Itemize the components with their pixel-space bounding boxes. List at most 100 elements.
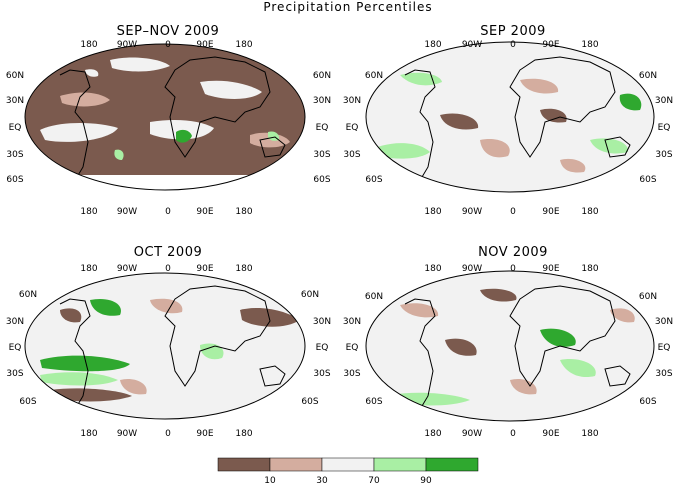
lat-label: 30S	[6, 369, 23, 379]
lon-label: 0	[165, 264, 171, 274]
lon-label: 0	[510, 207, 516, 217]
lat-label: 60S	[639, 397, 656, 407]
lat-label: 30N	[655, 96, 673, 106]
lon-label: 90E	[542, 207, 559, 217]
lat-label: 60S	[6, 175, 23, 185]
lon-label: 180	[235, 40, 252, 50]
lon-label: 90E	[196, 207, 213, 217]
lon-label: 180	[80, 429, 97, 439]
lon-label: 0	[165, 429, 171, 439]
lat-label: 30N	[343, 317, 361, 327]
lon-label: 90E	[196, 40, 213, 50]
colorbar-threshold: 30	[316, 476, 328, 484]
lat-label: 60N	[19, 290, 37, 300]
lon-label: 180	[424, 264, 441, 274]
lon-label: 180	[581, 207, 598, 217]
map-field	[25, 273, 305, 419]
lat-label: 60N	[365, 292, 383, 302]
lat-label: 30N	[6, 317, 24, 327]
lon-label: 0	[165, 207, 171, 217]
lat-label: 60N	[301, 290, 319, 300]
lat-label: EQ	[316, 123, 329, 133]
lon-label: 180	[424, 207, 441, 217]
lon-label: 180	[80, 40, 97, 50]
lon-label: 90W	[117, 40, 137, 50]
lon-label: 90E	[196, 264, 213, 274]
lat-label: 60N	[365, 71, 383, 81]
lat-label: 30S	[343, 369, 360, 379]
lon-label: 180	[581, 429, 598, 439]
lon-label: 180	[235, 264, 252, 274]
lon-label: 90W	[462, 429, 482, 439]
lat-label: 60N	[639, 71, 657, 81]
colorbar-swatch-3	[321, 457, 375, 472]
lat-label: 30S	[6, 150, 23, 160]
lat-label: 30N	[313, 317, 331, 327]
lon-label: 90W	[117, 264, 137, 274]
colorbar-threshold: 90	[420, 476, 432, 484]
lon-label: 180	[424, 429, 441, 439]
lon-label: 180	[80, 207, 97, 217]
lon-label: 90E	[542, 429, 559, 439]
lat-label: 30N	[6, 96, 24, 106]
colorbar-threshold: 10	[264, 476, 276, 484]
lat-label: 60S	[365, 175, 382, 185]
panel-title: SEP–NOV 2009	[117, 24, 220, 39]
lon-label: 90E	[542, 40, 559, 50]
lon-label: 0	[510, 40, 516, 50]
lon-label: 90W	[117, 207, 137, 217]
lat-label: 30N	[313, 96, 331, 106]
lat-label: 60S	[301, 397, 318, 407]
panel-title: OCT 2009	[134, 245, 202, 260]
lon-label: 0	[165, 40, 171, 50]
lon-label: 180	[424, 40, 441, 50]
colorbar-swatch-5	[425, 457, 479, 472]
lon-label: 90E	[196, 429, 213, 439]
lat-label: 30S	[343, 150, 360, 160]
lat-label: 60S	[639, 175, 656, 185]
lat-label: EQ	[658, 343, 671, 353]
lat-label: 30N	[343, 96, 361, 106]
map-panel-oct: OCT 2009 180 90W 0 90E 180 180 90W 0	[6, 245, 331, 439]
panel-title: NOV 2009	[478, 245, 548, 260]
lat-label: 30N	[655, 317, 673, 327]
lat-label: EQ	[316, 343, 329, 353]
lat-label: 60N	[313, 71, 331, 81]
map-panel-sep-nov: SEP–NOV 2009 180 90W 0 90E 180 180	[6, 24, 331, 217]
lat-label: EQ	[9, 343, 22, 353]
panel-title: SEP 2009	[480, 24, 546, 39]
map-panel-sep: SEP 2009 180 90W 0 90E 180 180 90W 0	[343, 24, 673, 217]
lat-label: 60S	[365, 397, 382, 407]
lon-label: 0	[510, 429, 516, 439]
lon-label: 90W	[462, 40, 482, 50]
map-field	[25, 44, 305, 190]
lon-label: 180	[235, 429, 252, 439]
lat-label: 30S	[313, 150, 330, 160]
lon-label: 90W	[462, 264, 482, 274]
lat-label: 30S	[313, 369, 330, 379]
lat-label: EQ	[346, 123, 359, 133]
lon-label: 180	[581, 264, 598, 274]
map-field	[366, 42, 654, 192]
colorbar-legend: 10 30 70 90	[217, 457, 479, 484]
lon-label: 90W	[117, 429, 137, 439]
lat-label: EQ	[346, 343, 359, 353]
colorbar-threshold: 70	[368, 476, 380, 484]
lat-label: EQ	[658, 123, 671, 133]
lon-label: 0	[510, 264, 516, 274]
lon-label: 180	[80, 264, 97, 274]
colorbar-swatch-1	[217, 457, 271, 472]
colorbar-swatch-4	[373, 457, 427, 472]
lon-label: 180	[235, 207, 252, 217]
lat-label: 30S	[655, 369, 672, 379]
lat-label: 60N	[639, 292, 657, 302]
figure-title: Precipitation Percentiles	[263, 0, 432, 14]
lon-label: 90W	[462, 207, 482, 217]
map-panel-nov: NOV 2009 180 90W 0 90E 180 180 90W 0 90E	[343, 245, 673, 439]
lat-label: 60N	[6, 71, 24, 81]
lat-label: EQ	[9, 123, 22, 133]
lat-label: 30S	[655, 150, 672, 160]
lat-label: 60S	[313, 175, 330, 185]
lon-label: 90E	[542, 264, 559, 274]
